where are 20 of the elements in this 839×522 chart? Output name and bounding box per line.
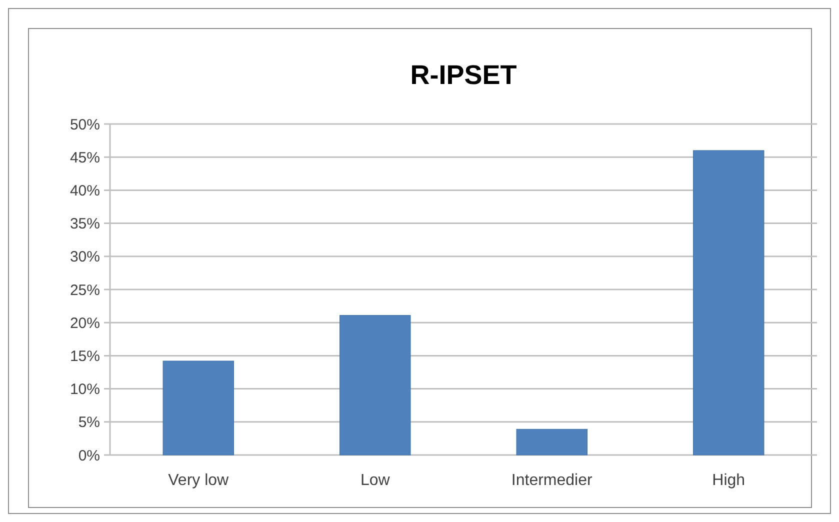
bar: [340, 315, 411, 456]
y-tick-label: 40%: [70, 182, 100, 200]
y-tick-label: 25%: [70, 282, 100, 299]
x-tick-label: Very low: [168, 472, 230, 489]
y-tick-label: 15%: [70, 348, 100, 365]
y-tick-label: 0%: [78, 447, 100, 464]
y-tick-label: 20%: [70, 314, 100, 332]
x-tick-label: Intermedier: [511, 472, 594, 489]
chart-title: R-IPSET: [410, 60, 518, 90]
x-tick-label: Low: [360, 472, 390, 489]
y-tick-label: 35%: [70, 216, 100, 233]
y-tick-label: 5%: [78, 414, 100, 432]
y-tick-label: 10%: [70, 381, 100, 398]
x-tick-label: High: [712, 472, 746, 489]
y-tick-label: 45%: [70, 149, 100, 166]
y-tick-label: 30%: [70, 248, 100, 266]
bar: [693, 150, 764, 456]
y-tick-label: 50%: [70, 116, 100, 134]
bar: [516, 428, 588, 456]
bar: [162, 360, 234, 456]
